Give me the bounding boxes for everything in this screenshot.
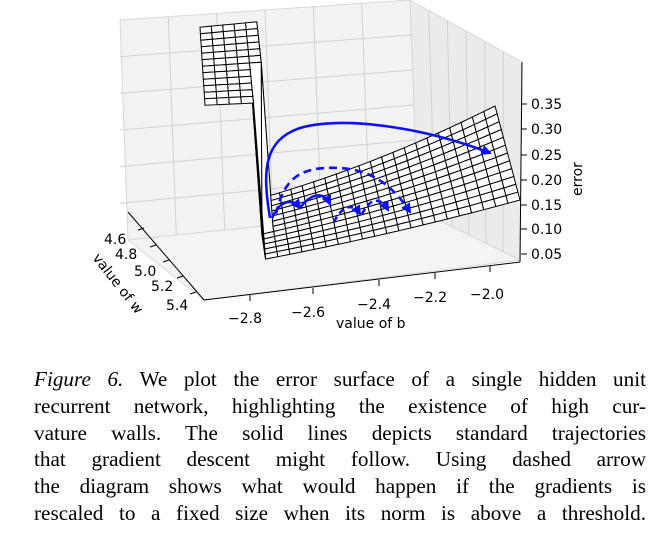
caption-line-5: the diagram shows what would happen if t… xyxy=(34,474,646,499)
solid-trajectory-bounce-2 xyxy=(298,194,332,209)
y-tick-label: 5.2 xyxy=(151,279,173,295)
surface-patch xyxy=(228,96,242,105)
y-axis-line xyxy=(127,211,205,301)
y-tick-label: 4.8 xyxy=(115,247,137,263)
surface-patch xyxy=(239,89,254,98)
caption-line-6: rescaled to a fixed size when its norm i… xyxy=(34,500,646,525)
y-tick-mark xyxy=(137,227,145,231)
y-tick-label: 5.4 xyxy=(166,298,188,314)
x-axis-line xyxy=(203,261,521,301)
surface-patch xyxy=(216,96,230,106)
y-tick-mark xyxy=(149,244,157,248)
surface-patch xyxy=(226,76,241,85)
error-surface-figure: 0.35 0.30 0.25 0.20 0.15 0.10 0.05 error… xyxy=(89,0,586,332)
surface-patch xyxy=(204,97,218,106)
pane-gridline xyxy=(119,104,415,131)
surface-patch xyxy=(238,82,253,91)
x-tick-label: −2.8 xyxy=(228,311,262,327)
x-axis-label: value of b xyxy=(336,316,406,332)
z-tick-label: 0.20 xyxy=(531,173,562,189)
y-tick-label: 4.6 xyxy=(104,232,126,248)
dashed-trajectory-arc xyxy=(274,166,412,215)
x-tick-label: −2.6 xyxy=(291,305,325,321)
solid-trajectory-bounce-1 xyxy=(270,198,302,219)
x-tick-label: −2.2 xyxy=(413,290,447,306)
trajectories xyxy=(264,121,492,223)
y-tick-label: 5.0 xyxy=(134,264,156,280)
x-tick-label: −2.4 xyxy=(357,297,391,313)
z-axis-line xyxy=(519,61,523,263)
caption-text: We plot the error surface of a single hi… xyxy=(139,367,646,391)
z-tick-label: 0.35 xyxy=(531,97,562,113)
figure-label: Figure 6. xyxy=(34,367,124,391)
z-axis-label: error xyxy=(570,162,586,196)
z-tick-label: 0.15 xyxy=(531,198,562,214)
caption-line-3: vature walls. The solid lines depicts st… xyxy=(34,420,646,445)
y-tick-mark xyxy=(189,291,197,295)
surface-patch xyxy=(213,64,228,73)
x-tick-label: −2.0 xyxy=(470,287,504,303)
caption-line-2: recurrent network, highlighting the exis… xyxy=(34,393,646,418)
caption-line-4: that gradient descent might follow. Usin… xyxy=(34,447,646,472)
dashed-trajectory-bounce-1 xyxy=(332,204,362,223)
y-tick-mark xyxy=(162,259,170,263)
surface-patch xyxy=(202,71,216,80)
surface-patch xyxy=(227,83,241,92)
dashed-trajectory-bounce-2 xyxy=(360,199,390,215)
surface-patch xyxy=(203,91,218,100)
caption-line-1: Figure 6. We plot the error surface of a… xyxy=(34,366,646,393)
solid-trajectory-long xyxy=(264,121,492,219)
z-tick-label: 0.10 xyxy=(531,222,562,238)
y-tick-mark xyxy=(176,275,184,279)
surface-patch xyxy=(240,95,255,105)
surface-patch xyxy=(203,84,217,93)
surface-patch xyxy=(237,69,252,78)
z-tick-label: 0.25 xyxy=(531,148,562,164)
surface-patch xyxy=(214,77,229,86)
surface-patch xyxy=(238,75,252,85)
error-surface xyxy=(199,21,521,260)
surface-patch xyxy=(215,90,230,99)
figure-caption: Figure 6. We plot the error surface of a… xyxy=(34,366,646,527)
surface-patch xyxy=(227,89,242,99)
z-tick-label: 0.30 xyxy=(531,122,562,138)
surface-patch xyxy=(214,70,228,80)
z-tick-label: 0.05 xyxy=(531,247,562,263)
